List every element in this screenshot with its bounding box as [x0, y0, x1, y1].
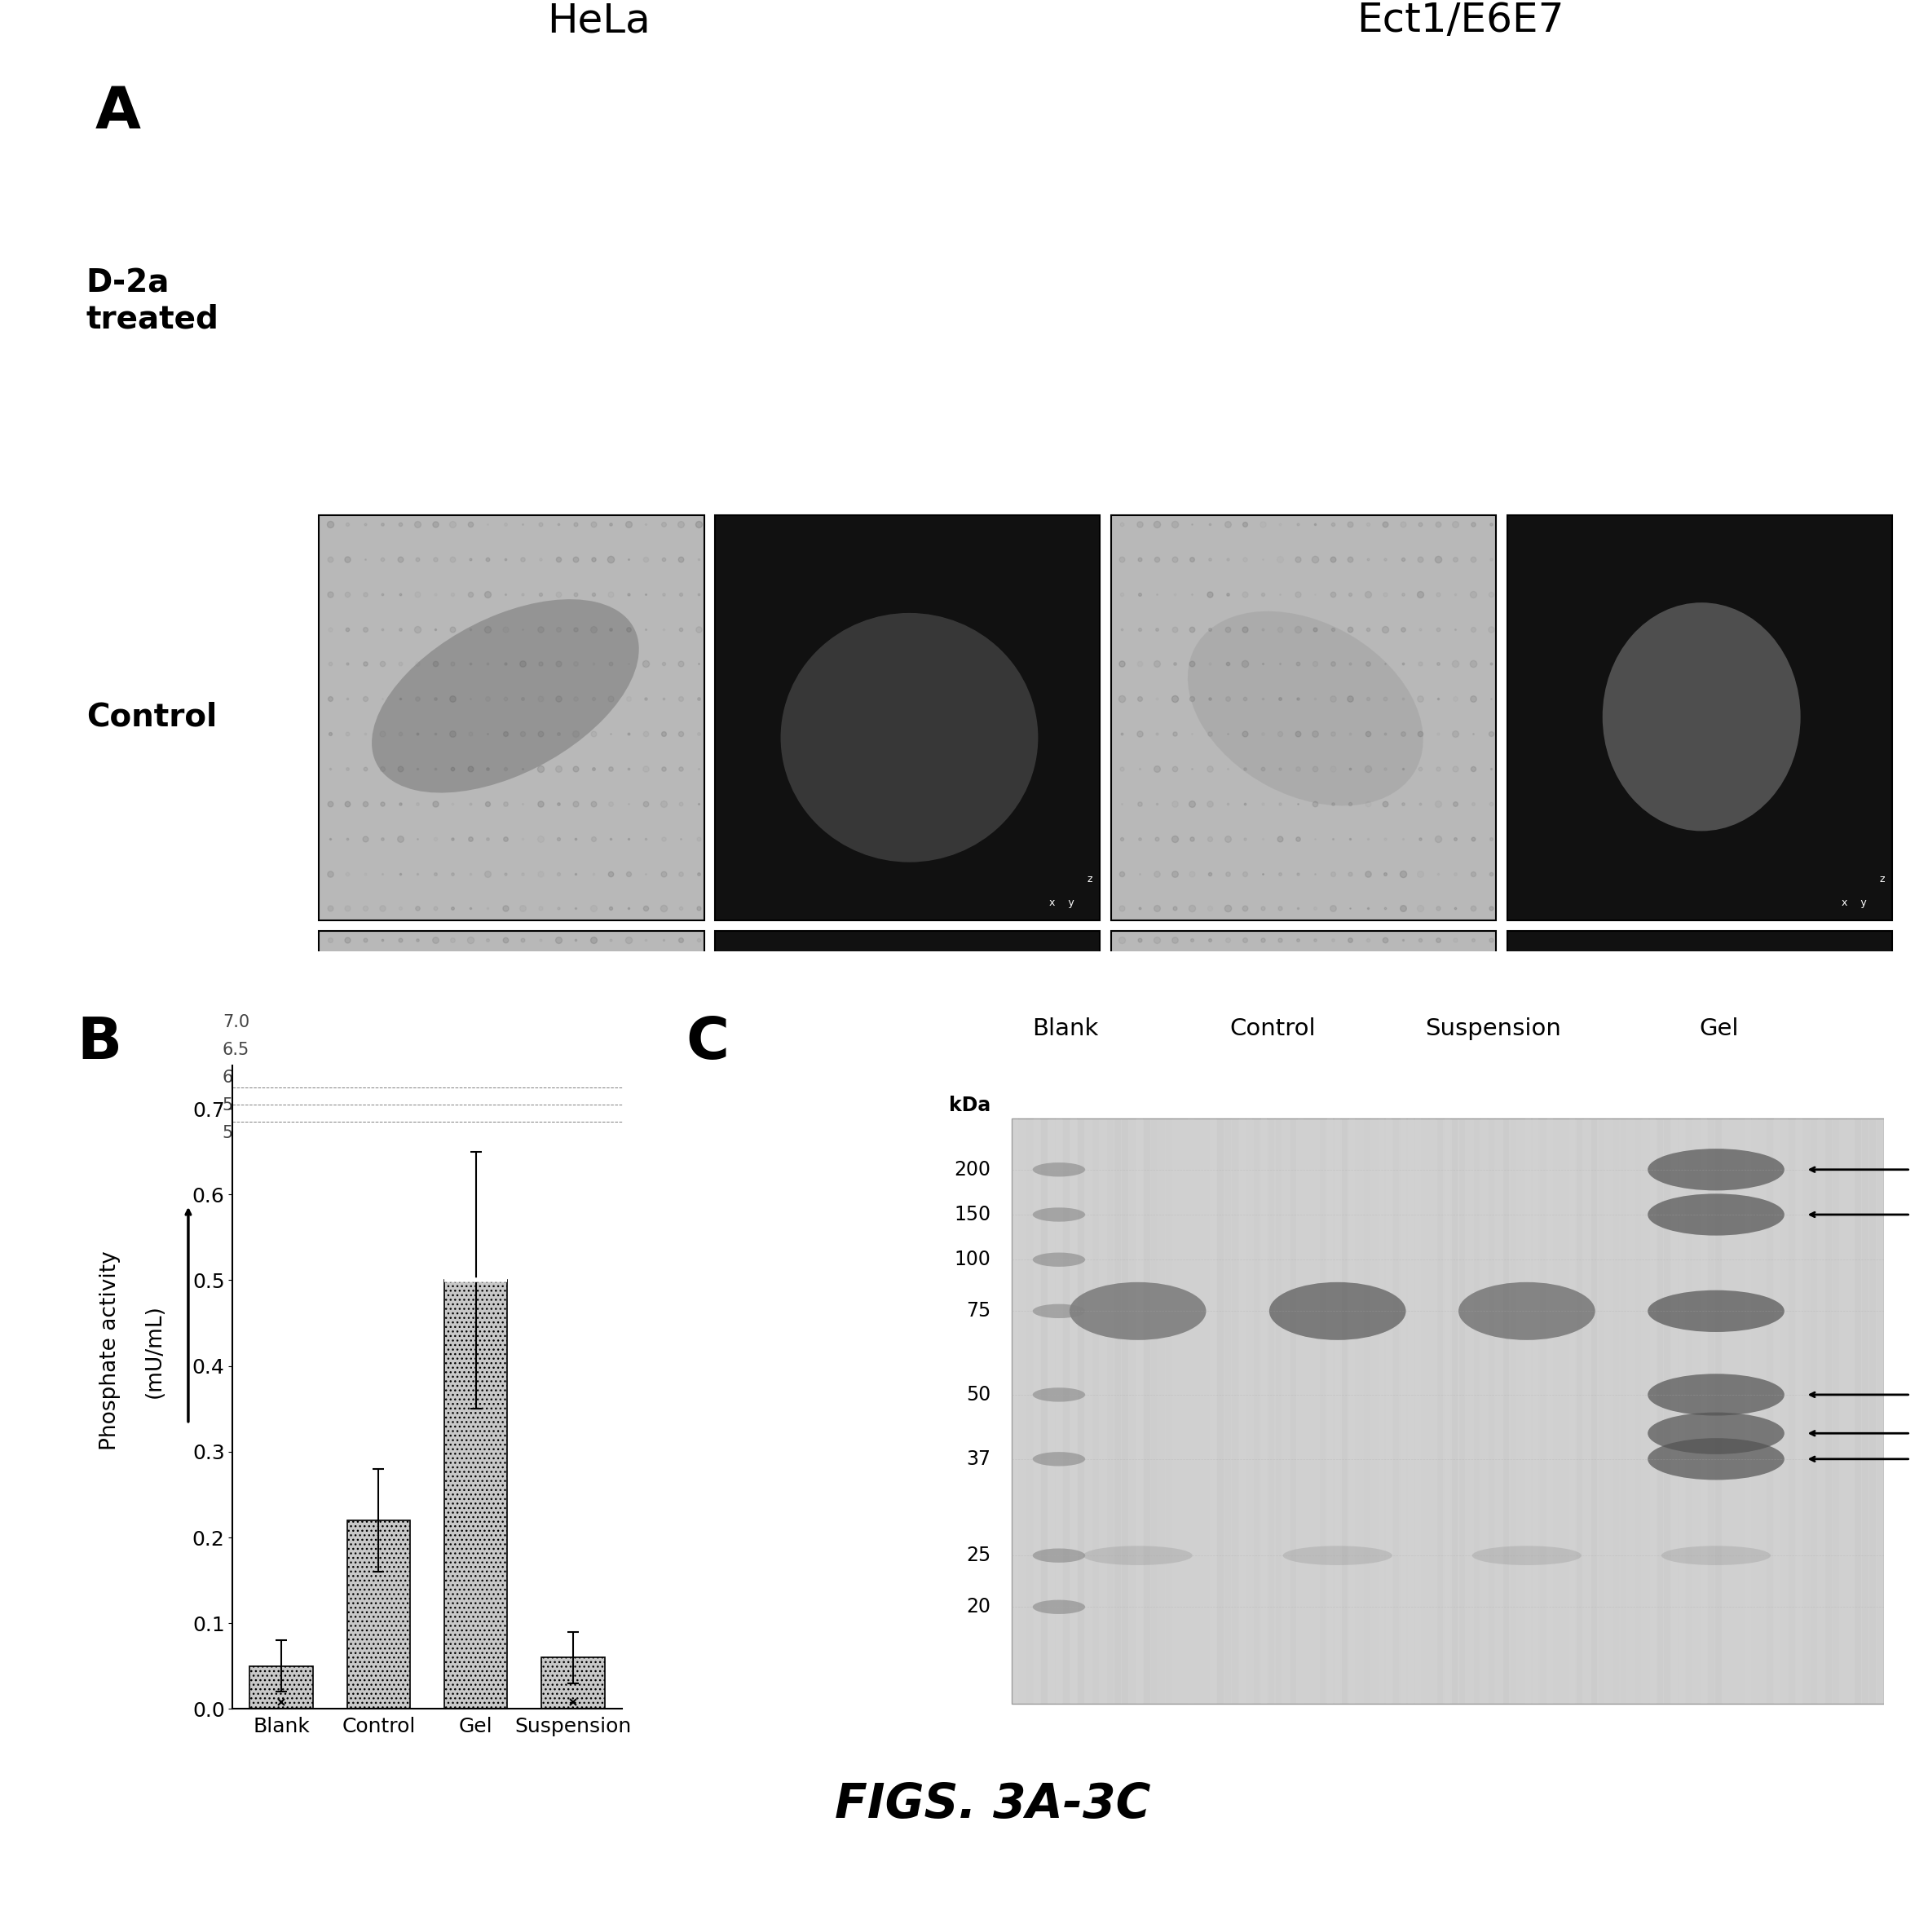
- Text: Suspension: Suspension: [1425, 1018, 1562, 1039]
- Text: 6.5: 6.5: [222, 1041, 249, 1059]
- Text: x    y: x y: [1841, 898, 1866, 908]
- Text: z: z: [1087, 873, 1093, 885]
- Text: Blank: Blank: [1031, 1018, 1099, 1039]
- Ellipse shape: [771, 1012, 1008, 1252]
- FancyBboxPatch shape: [715, 516, 1101, 920]
- Text: z: z: [1880, 1289, 1886, 1300]
- Text: D-2a
treated: D-2a treated: [87, 269, 220, 334]
- Text: Control: Control: [87, 701, 218, 732]
- Text: Phosphate activity: Phosphate activity: [100, 1252, 121, 1451]
- Text: 6.0: 6.0: [222, 1068, 249, 1086]
- Text: B: B: [77, 1014, 121, 1070]
- Text: C: C: [686, 1014, 729, 1070]
- FancyBboxPatch shape: [318, 516, 704, 920]
- Text: 7.0: 7.0: [222, 1014, 249, 1030]
- Ellipse shape: [1602, 603, 1801, 831]
- FancyBboxPatch shape: [1508, 931, 1891, 1335]
- FancyBboxPatch shape: [318, 931, 704, 1335]
- FancyBboxPatch shape: [715, 931, 1101, 1335]
- Text: FIGS. 3A-3C: FIGS. 3A-3C: [835, 1781, 1151, 1828]
- Text: Control: Control: [1230, 1018, 1317, 1039]
- Text: z: z: [1880, 873, 1886, 885]
- Text: HeLa: HeLa: [548, 0, 652, 41]
- Ellipse shape: [1188, 611, 1423, 806]
- Text: 5.0: 5.0: [222, 1124, 249, 1142]
- Ellipse shape: [1217, 1039, 1394, 1225]
- FancyBboxPatch shape: [1508, 516, 1891, 920]
- Text: 5.5: 5.5: [222, 1097, 249, 1113]
- Text: x    y: x y: [1049, 1314, 1074, 1323]
- Text: z: z: [1087, 1289, 1093, 1300]
- Ellipse shape: [426, 1045, 617, 1204]
- Ellipse shape: [1598, 1018, 1805, 1246]
- Text: x    y: x y: [1049, 898, 1074, 908]
- FancyBboxPatch shape: [1111, 931, 1496, 1335]
- Text: (mU/mL): (mU/mL): [145, 1304, 166, 1397]
- Text: Gel: Gel: [1699, 1018, 1739, 1039]
- Text: Ect1/E6E7: Ect1/E6E7: [1355, 0, 1564, 41]
- FancyBboxPatch shape: [1111, 516, 1496, 920]
- Ellipse shape: [372, 599, 638, 792]
- Text: A: A: [96, 85, 141, 141]
- Text: x    y: x y: [1841, 1314, 1866, 1323]
- Ellipse shape: [781, 612, 1037, 862]
